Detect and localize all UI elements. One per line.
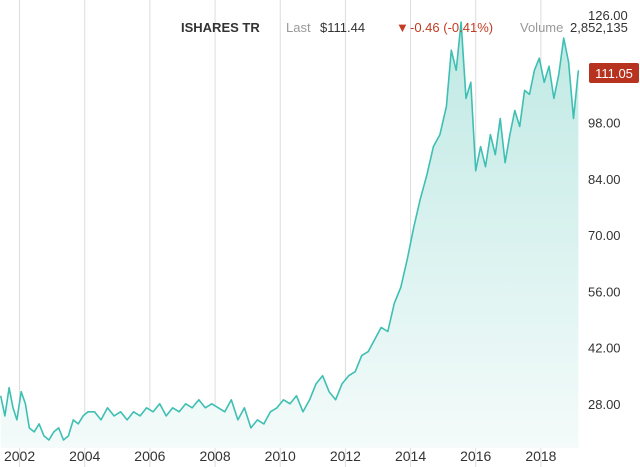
ticker-name: ISHARES TR xyxy=(181,20,260,35)
y-axis-ticks: 28.00 42.00 56.00 70.00 84.00 98.00 126.00 xyxy=(588,8,628,412)
x-tick-label: 2018 xyxy=(525,448,556,464)
x-tick-label: 2002 xyxy=(4,448,35,464)
last-price-badge-label: 111.05 xyxy=(595,66,633,81)
x-tick-label: 2010 xyxy=(265,448,296,464)
x-tick-label: 2006 xyxy=(134,448,165,464)
volume-label: Volume xyxy=(520,20,563,35)
price-change: -0.46 (-0.41%) xyxy=(410,20,493,35)
x-tick-label: 2008 xyxy=(199,448,230,464)
last-label: Last xyxy=(286,20,311,35)
last-price-value: $111.44 xyxy=(320,20,365,35)
last-price-badge xyxy=(589,63,639,83)
x-tick-label: 2004 xyxy=(69,448,100,464)
x-tick-label: 2016 xyxy=(460,448,491,464)
y-tick-label: 56.00 xyxy=(588,284,621,299)
price-series-line xyxy=(0,21,580,441)
down-arrow-icon: ▼ xyxy=(396,20,409,35)
x-tick-label: 2012 xyxy=(330,448,361,464)
y-tick-label: 98.00 xyxy=(588,116,621,131)
x-tick-label: 2014 xyxy=(395,448,426,464)
x-axis-ticks: 2002 2004 2006 2008 2010 2012 2014 2016 2018 xyxy=(4,448,557,464)
y-tick-label: 70.00 xyxy=(588,228,621,243)
y-tick-label: 126.00 xyxy=(588,8,628,23)
y-tick-label: 84.00 xyxy=(588,172,621,187)
price-area-fill xyxy=(0,22,579,448)
y-tick-label: 42.00 xyxy=(588,341,621,356)
volume-value: 2,852,135 xyxy=(570,20,628,35)
y-tick-label: 28.00 xyxy=(588,397,621,412)
